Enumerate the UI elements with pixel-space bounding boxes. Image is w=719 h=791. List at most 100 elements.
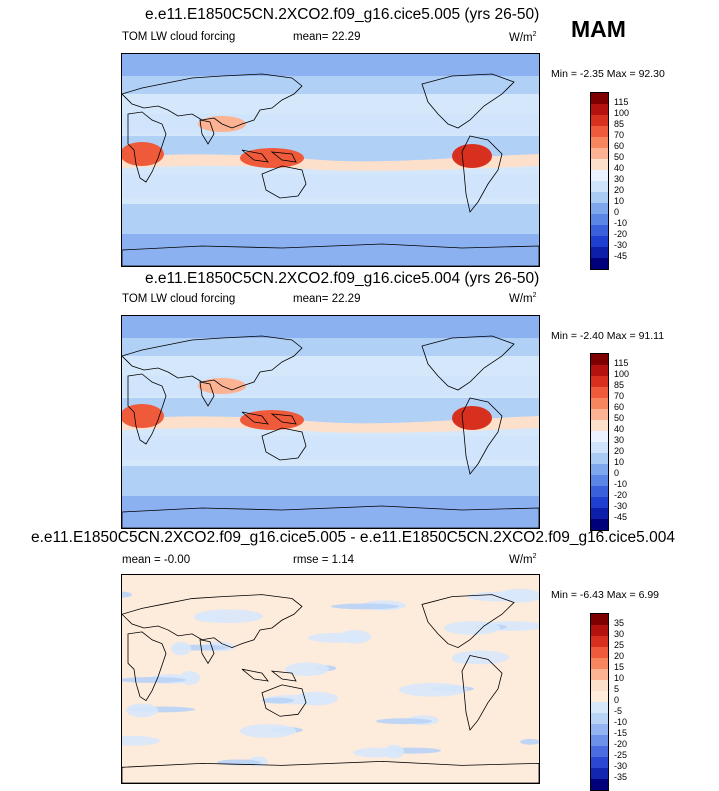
colorbar-segment — [591, 387, 608, 398]
colorbar-segment — [591, 713, 608, 724]
field-band — [122, 114, 539, 134]
panel-1-max-value: 92.30 — [638, 68, 665, 80]
panel-2-units-base: W/m — [509, 292, 533, 305]
colorbar-segment — [591, 779, 608, 790]
map-field — [122, 588, 539, 783]
panel-2-mean-value: 22.29 — [331, 293, 361, 305]
panel-3-colorbar — [590, 613, 609, 791]
coastline — [122, 505, 539, 528]
colorbar-segment — [591, 453, 608, 464]
itcz-band — [122, 154, 539, 171]
colorbar-tick-label: 115 — [614, 97, 629, 107]
panel-2-min-label: Min = — [551, 330, 577, 342]
coastline — [270, 413, 297, 425]
colorbar-tick-label: 40 — [614, 424, 625, 434]
coastline — [127, 373, 167, 445]
diff-anomaly — [171, 641, 191, 656]
map-field — [122, 54, 539, 266]
colorbar-segment — [591, 148, 608, 159]
panel-1-title: e.e11.E1850C5CN.2XCO2.f09_g16.cice5.005 … — [145, 6, 540, 23]
colorbar-tick-label: 30 — [614, 174, 625, 184]
colorbar-segment — [591, 519, 608, 530]
colorbar-tick-label: 20 — [614, 446, 625, 456]
coastline — [270, 670, 297, 682]
field-band — [122, 466, 539, 496]
colorbar-segment — [591, 398, 608, 409]
colorbar-tick-label: -15 — [614, 728, 628, 738]
convection-max — [452, 406, 492, 430]
colorbar-tick-label: 20 — [614, 185, 625, 195]
diff-anomaly — [122, 677, 186, 683]
panel-2-map — [121, 315, 540, 529]
panel-1-mean-value: 22.29 — [331, 31, 361, 43]
coastline — [127, 111, 167, 183]
colorbar-tick-label: -20 — [614, 739, 628, 749]
panel-2-mean-label: mean= — [293, 293, 329, 305]
diff-anomaly — [126, 703, 158, 718]
panel-2-colorbar — [590, 353, 609, 531]
colorbar-tick-label: -5 — [614, 706, 623, 716]
field-band — [122, 234, 539, 266]
panel-3-units-base: W/m — [509, 553, 533, 566]
convection-max — [122, 404, 164, 428]
panel-3-max-value: 6.99 — [638, 589, 659, 601]
colorbar-tick-label: 0 — [614, 468, 620, 478]
coastline — [122, 243, 539, 266]
colorbar-segment — [591, 409, 608, 420]
diff-anomaly — [122, 735, 160, 746]
coastline — [421, 335, 515, 391]
colorbar-segment — [591, 192, 608, 203]
panel-2-units: W/m2 — [509, 292, 537, 305]
colorbar-segment — [591, 464, 608, 475]
field-band — [122, 376, 539, 396]
diff-anomaly — [285, 662, 329, 677]
colorbar-tick-label: -10 — [614, 218, 628, 228]
field-band — [122, 54, 539, 76]
colorbar-segment — [591, 159, 608, 170]
colorbar-tick-label: 10 — [614, 673, 625, 683]
panel-2-title: e.e11.E1850C5CN.2XCO2.f09_g16.cice5.004 … — [145, 270, 540, 287]
field-band — [122, 316, 539, 338]
coastline — [421, 73, 515, 129]
colorbar-tick-label: 15 — [614, 662, 625, 672]
panel-3-min-value: -6.43 — [579, 589, 604, 601]
colorbar-tick-label: -45 — [614, 251, 628, 261]
colorbar-tick-label: 30 — [614, 629, 625, 639]
colorbar-tick-label: 70 — [614, 391, 625, 401]
diff-anomaly — [376, 718, 432, 725]
colorbar-tick-label: 0 — [614, 207, 620, 217]
colorbar-segment — [591, 680, 608, 691]
panel-1-colorbar — [590, 92, 609, 270]
colorbar-segment — [591, 636, 608, 647]
diff-anomaly — [262, 697, 294, 704]
colorbar-tick-label: 60 — [614, 141, 625, 151]
colorbar-segment — [591, 735, 608, 746]
colorbar-segment — [591, 625, 608, 636]
colorbar-tick-label: 70 — [614, 130, 625, 140]
colorbar-tick-label: 85 — [614, 380, 625, 390]
diff-anomaly — [331, 603, 399, 610]
coastline — [127, 631, 167, 702]
diff-anomaly — [194, 612, 226, 623]
colorbar-tick-label: -30 — [614, 240, 628, 250]
panel-1-mean: mean= 22.29 — [293, 31, 360, 43]
colorbar-segment — [591, 691, 608, 702]
colorbar-tick-label: 5 — [614, 684, 620, 694]
colorbar-segment — [591, 768, 608, 779]
coastline — [261, 684, 307, 717]
panel-3-units: W/m2 — [509, 553, 537, 566]
panel-3-title: e.e11.E1850C5CN.2XCO2.f09_g16.cice5.005 … — [31, 529, 675, 546]
coastline — [461, 135, 503, 213]
field-band — [122, 496, 539, 528]
panel-2-mean: mean= 22.29 — [293, 293, 360, 305]
field-band — [122, 204, 539, 234]
coastline — [241, 411, 269, 425]
coastline — [122, 594, 303, 649]
panel-2-max-label: Max = — [606, 330, 636, 342]
colorbar-segment — [591, 658, 608, 669]
colorbar-tick-label: -20 — [614, 490, 628, 500]
colorbar-tick-label: -10 — [614, 479, 628, 489]
panel-3-units-sup: 2 — [532, 553, 537, 560]
colorbar-segment — [591, 214, 608, 225]
panel-2-field-label: TOM LW cloud forcing — [122, 293, 236, 305]
